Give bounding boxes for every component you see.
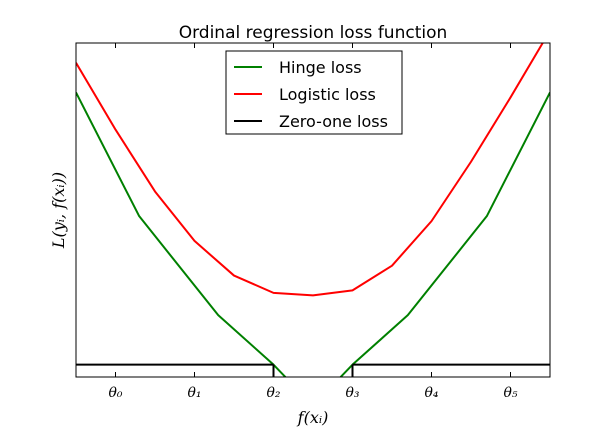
legend-label-logistic-loss: Logistic loss — [279, 85, 376, 104]
x-axis-label: f(xᵢ) — [297, 408, 329, 427]
plot-area — [76, 43, 550, 377]
legend-label-zero-one-loss: Zero-one loss — [279, 112, 388, 131]
x-tick-label-5: θ₅ — [503, 385, 517, 401]
hinge-loss-line — [76, 92, 550, 377]
legend: Hinge loss Logistic loss Zero-one loss — [225, 50, 403, 135]
x-axis-ticks: θ₀ θ₁ θ₂ θ₃ θ₄ θ₅ — [108, 43, 518, 401]
x-tick-label-2: θ₂ — [266, 385, 280, 401]
legend-label-hinge-loss: Hinge loss — [279, 58, 362, 77]
chart-title: Ordinal regression loss function — [179, 23, 448, 43]
plot-frame — [75, 42, 551, 378]
y-axis-label: L(yᵢ, f(xᵢ)) — [49, 172, 68, 249]
x-tick-label-4: θ₄ — [424, 385, 438, 401]
x-tick-label-3: θ₃ — [345, 385, 359, 401]
x-tick-label-0: θ₀ — [108, 385, 122, 401]
logistic-loss-line — [76, 43, 544, 297]
x-tick-label-1: θ₁ — [187, 385, 201, 401]
